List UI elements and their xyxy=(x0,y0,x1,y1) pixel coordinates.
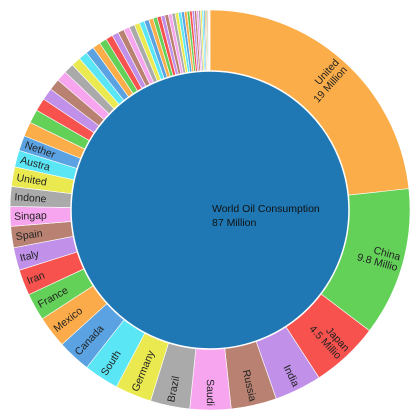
slice-label-16: Indone xyxy=(14,191,47,205)
slice-label-name: Indone xyxy=(14,191,47,205)
center-disc-world[interactable] xyxy=(70,70,350,350)
slice-label-5: Saudi xyxy=(204,379,216,406)
slice-label-name: Brazil xyxy=(165,375,182,403)
slice-label-name: Singap xyxy=(14,210,47,223)
slice-label-13: Italy xyxy=(19,248,41,265)
outer-ring xyxy=(9,9,411,411)
center-label-title: World Oil Consumption xyxy=(212,203,320,215)
slice-label-name: Saudi xyxy=(204,379,216,406)
slice-label-17: United xyxy=(16,172,48,189)
slice-label-name: United xyxy=(16,172,48,189)
slice-label-name: Italy xyxy=(19,248,41,265)
slice-label-15: Singap xyxy=(14,210,47,223)
slice-label-14: Spain xyxy=(15,228,43,244)
center-label-value: 87 Million xyxy=(212,217,257,229)
slice-label-6: Brazil xyxy=(165,375,182,403)
slice-label-name: Spain xyxy=(15,228,43,244)
